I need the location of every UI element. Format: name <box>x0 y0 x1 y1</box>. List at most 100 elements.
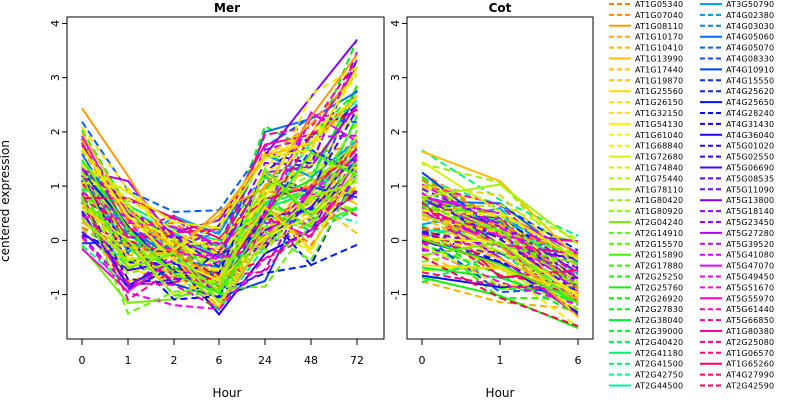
legend-label-col1-21: AT2G14910 <box>635 229 683 238</box>
legend-label-col2-0: AT3G50790 <box>726 0 774 9</box>
series-line-mer-59 <box>81 112 358 257</box>
legend-label-col2-29: AT5G66850 <box>726 316 774 325</box>
legend-label-col2-31: AT2G25080 <box>726 338 774 347</box>
legend-label-col2-8: AT4G25620 <box>726 87 774 96</box>
series-line-cot-62 <box>421 183 579 285</box>
series-line-mer-75 <box>81 73 358 246</box>
series-line-cot-71 <box>421 255 579 328</box>
series-line-mer-47 <box>81 105 358 275</box>
x-tick-label-mer-4: 24 <box>258 354 272 367</box>
y-tick-label-mer-4: 3 <box>49 74 62 81</box>
series-line-cot-93 <box>421 199 579 265</box>
legend-label-col2-13: AT5G01020 <box>726 142 774 151</box>
legend-label-col1-32: AT2G41180 <box>635 349 683 358</box>
x-axis-title-cot: Hour <box>486 386 515 400</box>
series-line-cot-89 <box>421 183 579 245</box>
panel-cot: Cot -1 0 1 2 3 4 0 1 6 Hour <box>389 1 594 400</box>
legend-label-col2-16: AT5G08535 <box>726 174 774 183</box>
legend-label-col1-29: AT2G38040 <box>635 316 683 325</box>
series-line-mer-58 <box>81 134 358 245</box>
y-tick-label-cot-1: 0 <box>389 237 402 244</box>
series-line-mer-61 <box>81 175 358 311</box>
series-line-cot-84 <box>421 209 579 285</box>
series-line-cot-85 <box>421 237 579 298</box>
legend-label-col1-20: AT2G04240 <box>635 218 683 227</box>
legend-label-col2-32: AT1G06570 <box>726 349 774 358</box>
series-line-cot-90 <box>421 212 579 286</box>
legend-label-col1-18: AT1G80420 <box>635 196 683 205</box>
series-line-mer-71 <box>81 108 358 277</box>
series-line-cot-76 <box>421 218 579 304</box>
x-tick-label-cot-2: 6 <box>575 354 582 367</box>
legend-label-col2-30: AT1G80380 <box>726 327 774 336</box>
series-line-cot-77 <box>421 150 579 260</box>
y-axis-cot: -1 0 1 2 3 4 <box>389 20 407 300</box>
legend-label-col2-17: AT5G11090 <box>726 185 774 194</box>
legend-label-col2-4: AT4G05070 <box>726 44 774 53</box>
legend-label-col2-5: AT4G08330 <box>726 55 774 64</box>
legend-label-col1-33: AT2G41500 <box>635 360 683 369</box>
y-tick-label-mer-2: 1 <box>49 183 62 190</box>
series-line-mer-28 <box>81 88 358 247</box>
y-tick-label-cot-3: 2 <box>389 128 402 135</box>
series-line-mer-89 <box>81 181 358 304</box>
x-tick-label-mer-5: 48 <box>304 354 318 367</box>
series-line-mer-15 <box>81 113 358 278</box>
series-line-mer-93 <box>81 169 358 315</box>
legend-label-col1-27: AT2G26920 <box>635 294 683 303</box>
legend-label-col2-23: AT5G41080 <box>726 251 774 260</box>
series-line-mer-82 <box>81 73 358 251</box>
legend-label-col1-23: AT2G15890 <box>635 251 683 260</box>
y-tick-label-mer-0: -1 <box>49 289 62 300</box>
x-axis-title-mer: Hour <box>213 386 242 400</box>
series-lines-mer <box>81 38 358 317</box>
legend-label-col2-33: AT1G65260 <box>726 360 774 369</box>
y-tick-label-cot-2: 1 <box>389 183 402 190</box>
series-line-mer-86 <box>81 67 358 230</box>
series-line-mer-73 <box>81 145 358 289</box>
legend-label-col2-1: AT4G02380 <box>726 11 774 20</box>
legend-label-col1-26: AT2G25760 <box>635 283 683 292</box>
legend-label-col1-7: AT1G19870 <box>635 76 683 85</box>
legend-label-col2-19: AT5G18140 <box>726 207 774 216</box>
x-tick-label-mer-0: 0 <box>79 354 86 367</box>
series-line-cot-95 <box>421 238 579 304</box>
legend-label-col1-16: AT1G75440 <box>635 174 683 183</box>
legend-label-col1-14: AT1G72680 <box>635 153 683 162</box>
series-line-mer-90 <box>81 144 358 284</box>
y-tick-label-mer-1: 0 <box>49 237 62 244</box>
legend-label-col2-7: AT4G15550 <box>726 76 774 85</box>
legend-label-col1-9: AT1G26150 <box>635 98 683 107</box>
series-line-cot-94 <box>421 205 579 288</box>
legend-label-col1-28: AT2G27830 <box>635 305 683 314</box>
series-line-cot-91 <box>421 196 579 256</box>
series-line-cot-55 <box>421 187 579 274</box>
legend-label-col1-0: AT1G05340 <box>635 0 683 9</box>
x-tick-label-mer-1: 1 <box>125 354 132 367</box>
legend-label-col1-4: AT1G10410 <box>635 44 683 53</box>
legend-label-col2-3: AT4G05060 <box>726 33 774 42</box>
legend-label-col1-8: AT1G25560 <box>635 87 683 96</box>
x-tick-label-cot-1: 1 <box>497 354 504 367</box>
legend-label-col2-6: AT4G10910 <box>726 65 774 74</box>
legend-label-col2-12: AT4G36040 <box>726 131 774 140</box>
legend-label-col2-24: AT5G47070 <box>726 262 774 271</box>
y-tick-label-mer-3: 2 <box>49 128 62 135</box>
legend-label-col2-27: AT5G55970 <box>726 294 774 303</box>
series-line-mer-95 <box>81 151 358 295</box>
series-line-mer-91 <box>81 122 358 275</box>
series-line-mer-57 <box>81 104 358 259</box>
y-tick-label-cot-5: 4 <box>389 20 402 27</box>
legend-label-col2-10: AT4G28240 <box>726 109 774 118</box>
legend-label-col2-22: AT5G39520 <box>726 240 774 249</box>
series-line-mer-74 <box>81 54 358 253</box>
legend-label-col1-1: AT1G07040 <box>635 11 683 20</box>
series-line-mer-6 <box>81 142 358 258</box>
legend-label-col1-3: AT1G10170 <box>635 33 683 42</box>
legend-label-col1-25: AT2G25250 <box>635 273 683 282</box>
legend-label-col1-19: AT1G80920 <box>635 207 683 216</box>
legend-label-col1-17: AT1G78110 <box>635 185 683 194</box>
y-tick-label-cot-4: 3 <box>389 74 402 81</box>
panel-title-cot: Cot <box>489 1 512 15</box>
